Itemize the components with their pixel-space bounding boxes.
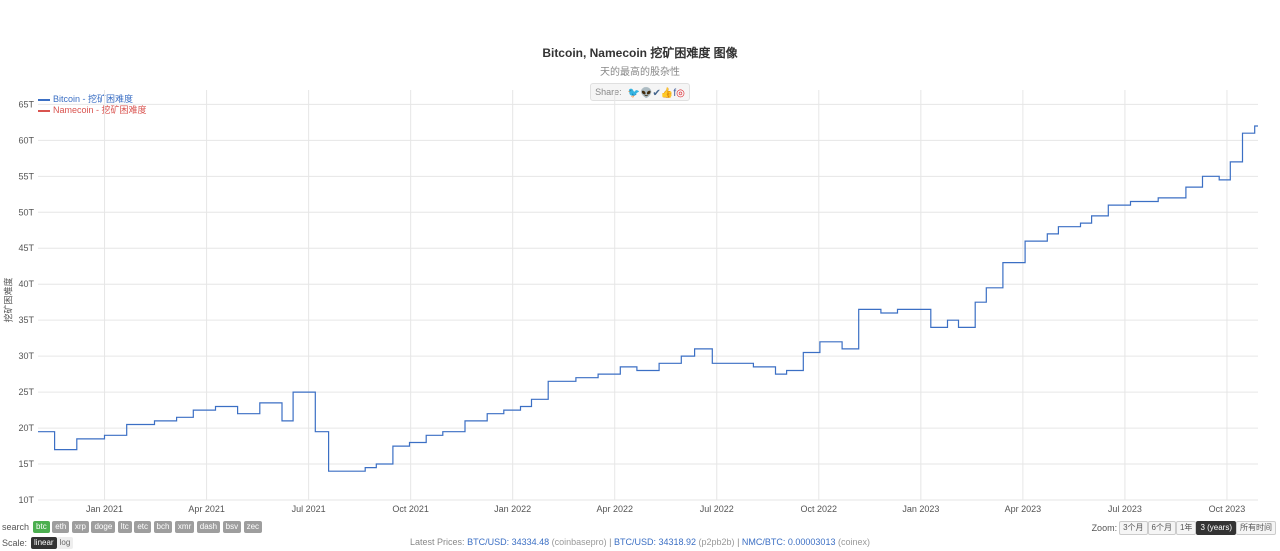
bottom-bar: search btc eth xrp doge ltc etc bch xmr … [0,521,1280,551]
coin-button-btc[interactable]: btc [33,521,50,533]
svg-text:Jan 2022: Jan 2022 [494,504,531,514]
scale-linear-button[interactable]: linear [31,537,57,549]
prices-label: Latest Prices: [410,537,467,547]
svg-text:20T: 20T [18,423,34,433]
price-pair[interactable]: BTC/USD: 34334.48 [467,537,549,547]
chart-subtitle: 天的最高的股杂性 [0,61,1280,78]
svg-text:65T: 65T [18,99,34,109]
svg-text:Jan 2023: Jan 2023 [902,504,939,514]
svg-text:40T: 40T [18,279,34,289]
svg-text:Jul 2022: Jul 2022 [700,504,734,514]
coin-button-zec[interactable]: zec [244,521,262,533]
svg-text:10T: 10T [18,495,34,505]
series-bitcoin [38,126,1258,471]
zoom-all-button[interactable]: 所有时间 [1236,521,1276,535]
y-axis-title: 挖矿困难度 [2,277,15,322]
svg-text:Jul 2023: Jul 2023 [1108,504,1142,514]
svg-text:Oct 2021: Oct 2021 [392,504,429,514]
axis-labels: 10T 15T 20T 25T 30T 35T 40T 45T 50T 55T 60T 65T Jan … [18,99,1245,514]
svg-text:Jul 2021: Jul 2021 [292,504,326,514]
line-chart: 10T15T20T25T30T35T40T45T50T55T60T65TJan … [28,85,1268,515]
svg-text:35T: 35T [18,315,34,325]
svg-text:15T: 15T [18,459,34,469]
coin-button-bch[interactable]: bch [154,521,173,533]
zoom-3y-button[interactable]: 3 (years) [1196,521,1236,535]
svg-text:Oct 2023: Oct 2023 [1209,504,1246,514]
svg-text:Apr 2023: Apr 2023 [1005,504,1042,514]
svg-text:30T: 30T [18,351,34,361]
svg-text:55T: 55T [18,171,34,181]
price-source: (coinex) [835,537,870,547]
coin-button-eth[interactable]: eth [52,521,69,533]
svg-text:25T: 25T [18,387,34,397]
svg-text:50T: 50T [18,207,34,217]
svg-text:Apr 2021: Apr 2021 [188,504,225,514]
zoom-row: Zoom: 3个月6个月1年3 (years)所有时间 [1092,521,1276,535]
latest-prices: Latest Prices: BTC/USD: 34334.48 (coinba… [410,537,870,547]
chart-title: Bitcoin, Namecoin 挖矿困难度 图像 [0,0,1280,61]
coin-button-xmr[interactable]: xmr [175,521,194,533]
search-label: search [2,522,29,532]
chart-area: 挖矿困难度 10T15T20T25T30T35T40T45T50T55T60T6… [10,85,1268,515]
svg-text:Apr 2022: Apr 2022 [596,504,633,514]
zoom-6m-button[interactable]: 6个月 [1148,521,1176,535]
price-pair[interactable]: BTC/USD: 34318.92 [614,537,696,547]
coin-button-dash[interactable]: dash [197,521,220,533]
price-source: (p2pb2b) [696,537,735,547]
svg-text:45T: 45T [18,243,34,253]
zoom-label: Zoom: [1092,523,1118,533]
scale-log-button[interactable]: log [57,537,74,549]
coin-button-ltc[interactable]: ltc [118,521,132,533]
coin-button-etc[interactable]: etc [134,521,151,533]
svg-text:Jan 2021: Jan 2021 [86,504,123,514]
coin-button-bsv[interactable]: bsv [223,521,241,533]
coin-button-doge[interactable]: doge [91,521,115,533]
scale-label: Scale: [2,538,27,548]
svg-text:Oct 2022: Oct 2022 [801,504,838,514]
grid [38,90,1258,500]
zoom-1y-button[interactable]: 1年 [1176,521,1196,535]
scale-row: Scale: linearlog [2,537,73,549]
svg-text:60T: 60T [18,135,34,145]
price-pair[interactable]: NMC/BTC: 0.00003013 [742,537,836,547]
coin-search-row: search btc eth xrp doge ltc etc bch xmr … [2,521,262,533]
zoom-3m-button[interactable]: 3个月 [1119,521,1147,535]
coin-button-xrp[interactable]: xrp [72,521,89,533]
price-source: (coinbasepro) [549,537,607,547]
